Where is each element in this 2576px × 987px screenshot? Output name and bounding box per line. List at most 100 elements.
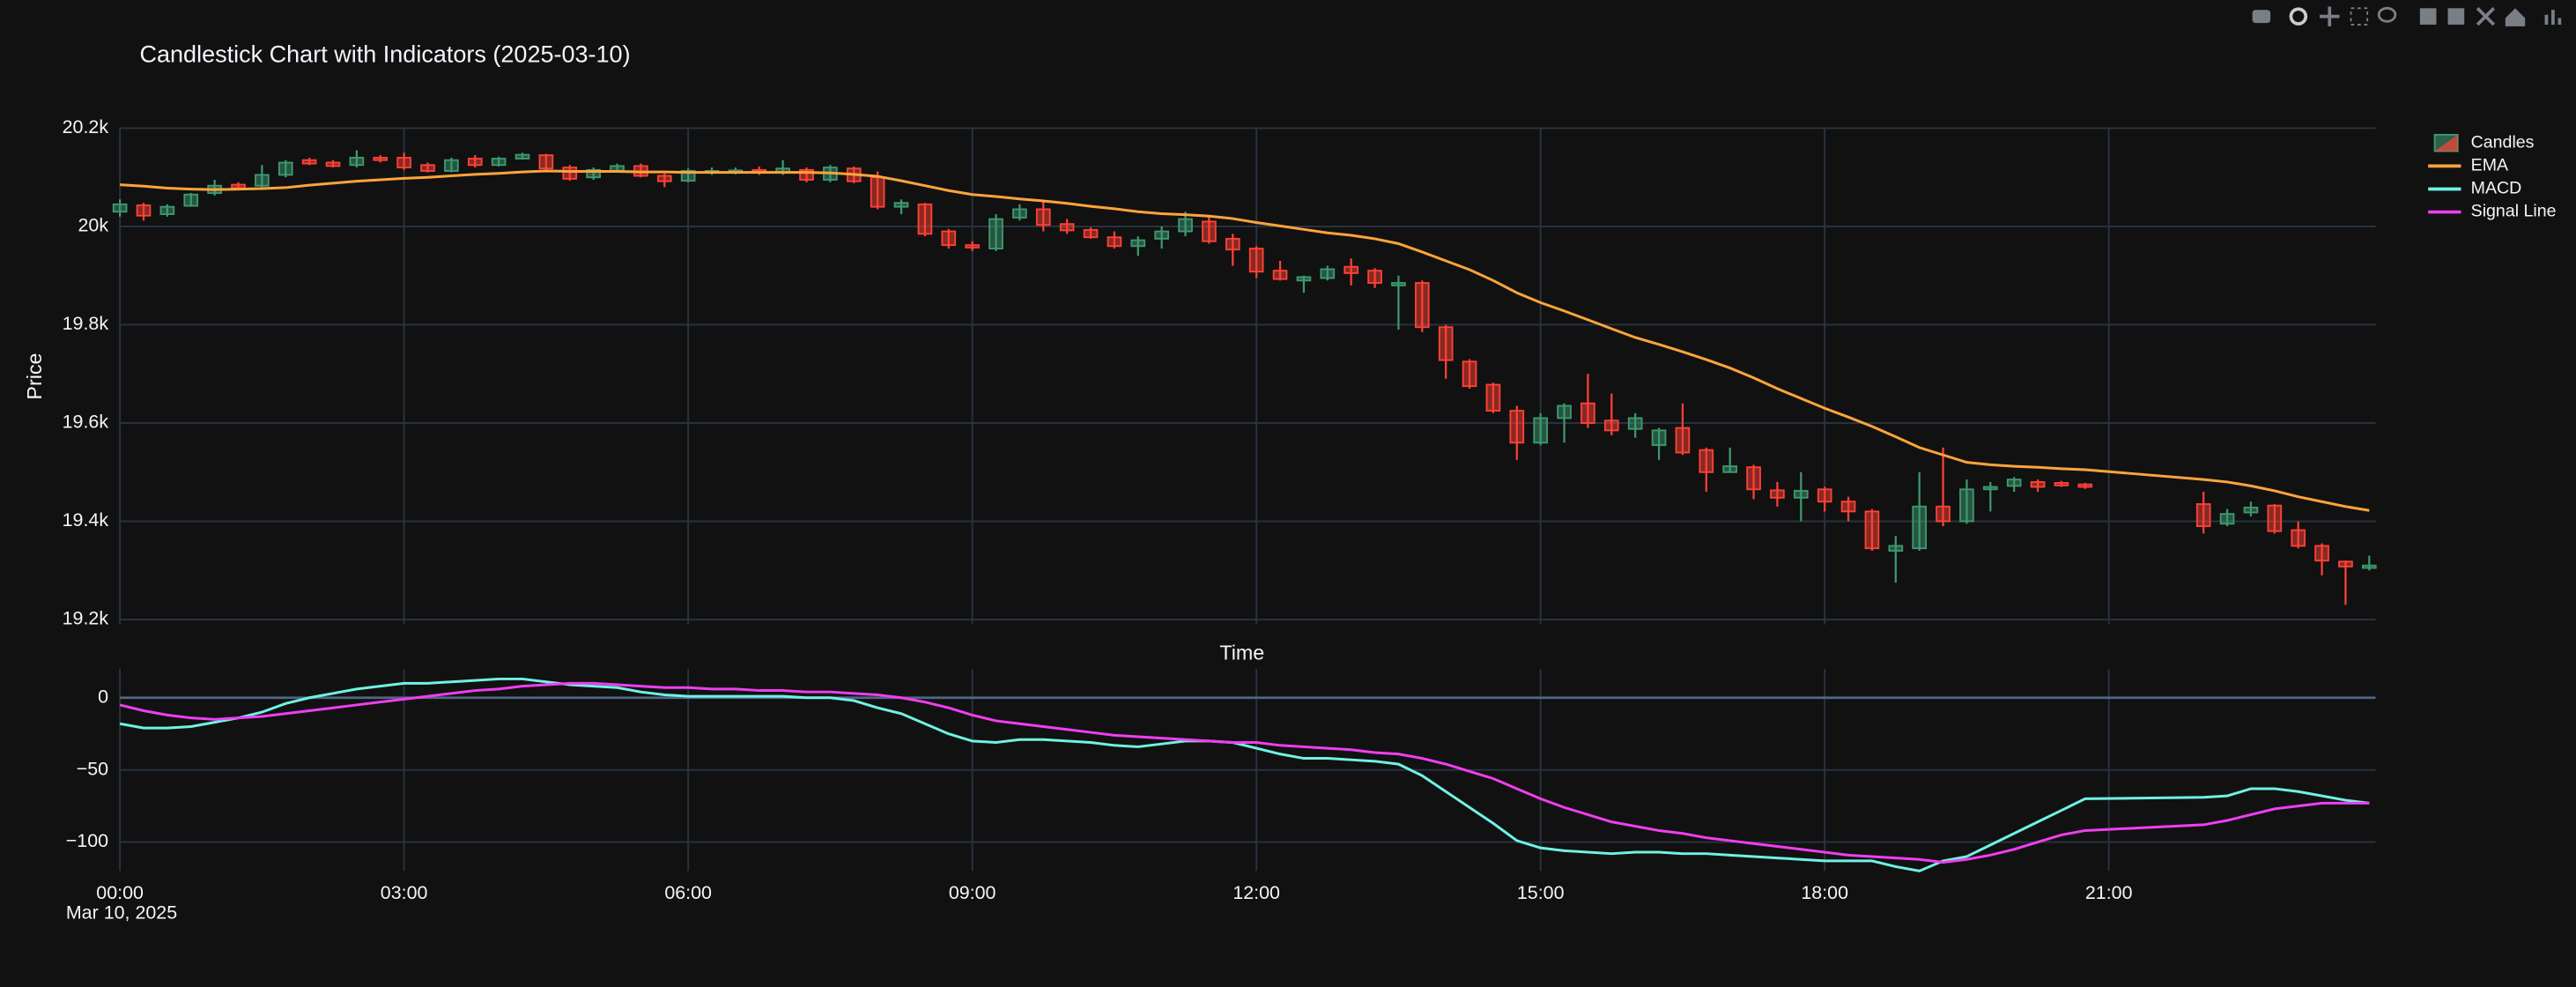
y-tick-label: 0 xyxy=(98,686,108,707)
candle-body xyxy=(538,154,554,170)
candle-body xyxy=(1533,417,1548,444)
candle-body xyxy=(562,167,578,180)
candle-body xyxy=(1722,465,1738,473)
candle-body xyxy=(1959,488,1974,523)
candle-body xyxy=(2314,545,2329,562)
candle-body xyxy=(680,170,696,182)
y-tick-label: 19.4k xyxy=(63,509,109,531)
candle-body xyxy=(420,164,435,172)
candle-body xyxy=(2267,504,2283,532)
chart-title: Candlestick Chart with Indicators (2025-… xyxy=(140,41,631,68)
candle-body xyxy=(1485,383,1501,412)
modebar-button[interactable] xyxy=(2377,6,2397,23)
candle-body xyxy=(1603,419,1619,432)
candle-body xyxy=(586,168,601,179)
candle-body xyxy=(1462,360,1477,388)
candle-body xyxy=(1627,417,1643,430)
modebar-button[interactable] xyxy=(2252,10,2271,24)
candle-body xyxy=(491,158,507,167)
candle-body xyxy=(799,168,814,181)
candle-body xyxy=(373,156,389,161)
candle-body xyxy=(1248,248,1264,273)
y-tick-label: 20.2k xyxy=(63,116,109,137)
modebar-button[interactable] xyxy=(2447,8,2465,25)
series-line xyxy=(119,681,2370,865)
candle-body xyxy=(1083,228,1099,239)
candle-body xyxy=(1178,218,1193,233)
modebar-button[interactable] xyxy=(2289,7,2308,26)
modebar-button[interactable] xyxy=(2350,7,2369,26)
candle-body xyxy=(349,156,365,167)
candle-body xyxy=(2077,483,2093,488)
candle-body xyxy=(1012,208,1027,219)
candle-body xyxy=(136,204,152,217)
x-tick-label: 00:00 xyxy=(96,882,144,903)
candle-body xyxy=(1272,270,1288,280)
modebar-button[interactable] xyxy=(2419,8,2437,25)
candle-body xyxy=(1770,489,1785,499)
candle-body xyxy=(1746,466,1761,491)
candle-body xyxy=(1888,545,1904,552)
series-line xyxy=(120,169,2370,512)
candle-body xyxy=(1651,429,1667,447)
candle-body xyxy=(2219,513,2235,525)
y-tick-label: 19.8k xyxy=(63,313,109,334)
legend-label: Signal Line xyxy=(2471,202,2557,221)
candle-body xyxy=(231,183,246,189)
modebar-button[interactable] xyxy=(2476,7,2496,26)
candle-body xyxy=(1320,268,1336,279)
candle-body xyxy=(965,244,980,249)
x-tick-label: 09:00 xyxy=(949,882,996,903)
candle-body xyxy=(1793,490,1809,499)
candle-body xyxy=(2243,506,2259,514)
legend: Candles EMA MACD Signal Line xyxy=(2428,132,2557,221)
x-tick-label: 15:00 xyxy=(1517,882,1565,903)
candle-body xyxy=(1817,488,1832,503)
candle-body xyxy=(1675,427,1691,454)
candle-body xyxy=(893,202,909,208)
candle-body xyxy=(255,174,270,187)
candle-body xyxy=(112,203,128,213)
x-tick-label: 21:00 xyxy=(2085,882,2133,903)
candle-body xyxy=(1154,230,1169,240)
candle-body xyxy=(1699,449,1714,473)
x-tick-label: 12:00 xyxy=(1232,882,1280,903)
x-date-label: Mar 10, 2025 xyxy=(66,902,177,923)
y-axis-label: Price xyxy=(23,353,46,400)
candle-body xyxy=(1391,282,1406,286)
candle-body xyxy=(2362,564,2377,569)
y-tick-label: −50 xyxy=(77,758,108,779)
modebar-button[interactable] xyxy=(2505,8,2526,26)
candle-body xyxy=(301,159,317,165)
modebar-button[interactable] xyxy=(2320,6,2340,26)
candle-body xyxy=(1936,505,1951,523)
legend-item[interactable]: EMA xyxy=(2428,156,2509,175)
candle-body xyxy=(1557,404,1572,419)
legend-item[interactable]: Candles xyxy=(2433,132,2535,152)
candle-body xyxy=(1202,220,1217,242)
candle-body xyxy=(656,174,672,182)
modebar-button[interactable] xyxy=(2544,10,2562,25)
candle-body xyxy=(444,159,459,172)
candle-body xyxy=(870,176,885,208)
candle-body xyxy=(1367,270,1382,285)
legend-label: Candles xyxy=(2471,132,2535,152)
candle-body xyxy=(278,161,293,176)
candle-body xyxy=(183,193,199,207)
modebar xyxy=(2252,6,2562,26)
candle-body xyxy=(467,158,483,167)
y-tick-label: 20k xyxy=(78,215,108,236)
legend-item[interactable]: MACD xyxy=(2428,179,2521,198)
candle-body xyxy=(1296,276,1312,282)
x-tick-label: 18:00 xyxy=(1801,882,1848,903)
candle-body xyxy=(1912,505,1928,550)
y-tick-label: 19.6k xyxy=(63,412,109,433)
candle-body xyxy=(941,230,957,247)
candle-body xyxy=(1438,326,1454,361)
legend-item[interactable]: Signal Line xyxy=(2428,202,2557,221)
x-axis-label: Time xyxy=(1219,641,1264,664)
y-tick-label: −100 xyxy=(66,830,108,851)
candle-body xyxy=(1982,486,1998,491)
candle-body xyxy=(1509,410,1525,444)
